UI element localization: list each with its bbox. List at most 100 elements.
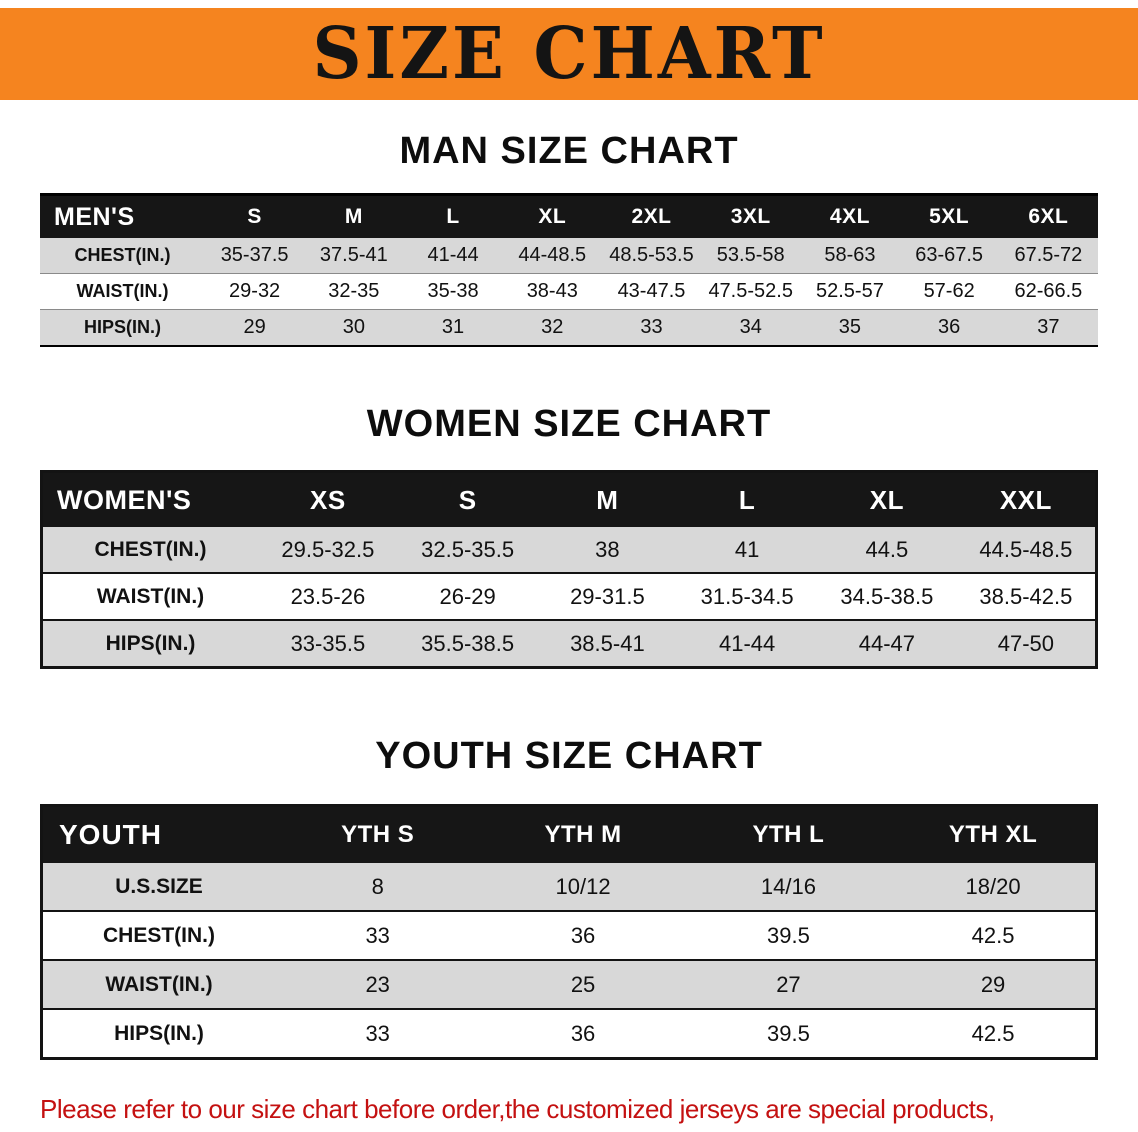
women-size-table: WOMEN'S XS S M L XL XXL CHEST(IN.) 29.5-32.5 32.5… [40, 470, 1098, 669]
table-title-cell: MEN'S [40, 194, 205, 238]
value-cell: 41-44 [403, 238, 503, 274]
women-section-heading: WOMEN SIZE CHART [366, 403, 772, 445]
value-cell: 44-48.5 [502, 238, 602, 274]
column-header: XL [502, 194, 602, 238]
table-row: WAIST(IN.) 23.5-26 26-29 29-31.5 31.5-34.5 34… [41, 573, 1097, 621]
table-row: CHEST(IN.) 29.5-32.5 32.5-35.5 38 41 44.5 44.5… [41, 527, 1097, 574]
table-row: CHEST(IN.) 35-37.5 37.5-41 41-44 44-48.5 48.5… [40, 238, 1098, 274]
value-cell: 37.5-41 [304, 238, 404, 274]
value-cell: 33-35.5 [258, 620, 398, 669]
row-label: WAIST(IN.) [41, 573, 258, 621]
row-label: HIPS(IN.) [41, 1009, 275, 1060]
column-header: S [205, 194, 305, 238]
youth-section-heading: YOUTH SIZE CHART [375, 735, 763, 777]
value-cell: 35.5-38.5 [397, 620, 538, 669]
column-header: M [304, 194, 404, 238]
column-header: 4XL [800, 194, 900, 238]
column-header: XXL [956, 471, 1097, 527]
value-cell: 47-50 [956, 620, 1097, 669]
column-header: 3XL [701, 194, 801, 238]
value-cell: 42.5 [891, 1009, 1097, 1060]
column-header: YTH S [275, 805, 481, 863]
value-cell: 67.5-72 [998, 238, 1098, 274]
footer-line-1: Please refer to our size chart before or… [40, 1094, 995, 1124]
table-row: CHEST(IN.) 33 36 39.5 42.5 [41, 911, 1097, 961]
header-row: WOMEN'S XS S M L XL XXL [41, 471, 1097, 527]
value-cell: 31 [403, 309, 503, 347]
size-chart-banner: SIZE CHART [0, 8, 1138, 100]
value-cell: 36 [899, 309, 999, 347]
value-cell: 29.5-32.5 [258, 527, 398, 574]
column-header: YTH M [480, 805, 686, 863]
value-cell: 25 [480, 960, 686, 1010]
value-cell: 47.5-52.5 [701, 273, 801, 310]
row-label: CHEST(IN.) [41, 911, 275, 961]
table-row: HIPS(IN.) 33 36 39.5 42.5 [41, 1009, 1097, 1060]
column-header: S [397, 471, 538, 527]
value-cell: 23 [275, 960, 481, 1010]
value-cell: 38.5-42.5 [956, 573, 1097, 621]
value-cell: 44.5 [817, 527, 957, 574]
column-header: 6XL [998, 194, 1098, 238]
men-section-heading: MAN SIZE CHART [399, 130, 739, 172]
column-header: 5XL [899, 194, 999, 238]
value-cell: 44.5-48.5 [956, 527, 1097, 574]
table-row: U.S.SIZE 8 10/12 14/16 18/20 [41, 863, 1097, 912]
value-cell: 26-29 [397, 573, 538, 621]
men-size-table: MEN'S S M L XL 2XL 3XL 4XL 5XL 6XL CHEST(IN.) 35-37… [40, 193, 1098, 347]
value-cell: 41-44 [677, 620, 817, 669]
row-label: CHEST(IN.) [40, 238, 205, 274]
value-cell: 42.5 [891, 911, 1097, 961]
row-label: HIPS(IN.) [40, 309, 205, 347]
value-cell: 34.5-38.5 [817, 573, 957, 621]
value-cell: 36 [480, 911, 686, 961]
value-cell: 32.5-35.5 [397, 527, 538, 574]
value-cell: 38-43 [502, 273, 602, 310]
value-cell: 29 [891, 960, 1097, 1010]
value-cell: 32-35 [304, 273, 404, 310]
value-cell: 44-47 [817, 620, 957, 669]
value-cell: 31.5-34.5 [677, 573, 817, 621]
value-cell: 30 [304, 309, 404, 347]
table-row: HIPS(IN.) 29 30 31 32 33 34 35 36 37 [40, 309, 1098, 347]
value-cell: 57-62 [899, 273, 999, 310]
header-row: YOUTH YTH S YTH M YTH L YTH XL [41, 805, 1097, 863]
value-cell: 8 [275, 863, 481, 912]
youth-size-table: YOUTH YTH S YTH M YTH L YTH XL U.S.SIZE 8 10/12… [40, 804, 1098, 1060]
value-cell: 63-67.5 [899, 238, 999, 274]
table-row: WAIST(IN.) 29-32 32-35 35-38 38-43 43-47.5 47.… [40, 273, 1098, 310]
row-label: U.S.SIZE [41, 863, 275, 912]
value-cell: 32 [502, 309, 602, 347]
value-cell: 36 [480, 1009, 686, 1060]
value-cell: 43-47.5 [601, 273, 702, 310]
column-header: XS [258, 471, 398, 527]
column-header: 2XL [601, 194, 702, 238]
value-cell: 14/16 [685, 863, 892, 912]
column-header: L [677, 471, 817, 527]
header-row: MEN'S S M L XL 2XL 3XL 4XL 5XL 6XL [40, 194, 1098, 238]
value-cell: 33 [601, 309, 702, 347]
table-title-cell: WOMEN'S [41, 471, 258, 527]
column-header: YTH XL [891, 805, 1097, 863]
value-cell: 33 [275, 1009, 481, 1060]
footer-note: Please refer to our size chart before or… [40, 1090, 1138, 1132]
column-header: XL [817, 471, 957, 527]
value-cell: 18/20 [891, 863, 1097, 912]
row-label: WAIST(IN.) [41, 960, 275, 1010]
value-cell: 35-38 [403, 273, 503, 310]
value-cell: 48.5-53.5 [601, 238, 702, 274]
value-cell: 33 [275, 911, 481, 961]
value-cell: 35-37.5 [205, 238, 305, 274]
row-label: HIPS(IN.) [41, 620, 258, 669]
value-cell: 41 [677, 527, 817, 574]
value-cell: 38.5-41 [537, 620, 678, 669]
table-row: HIPS(IN.) 33-35.5 35.5-38.5 38.5-41 41-44 44-… [41, 620, 1097, 669]
table-title-cell: YOUTH [41, 805, 275, 863]
value-cell: 10/12 [480, 863, 686, 912]
row-label: CHEST(IN.) [41, 527, 258, 574]
value-cell: 34 [701, 309, 801, 347]
value-cell: 29 [205, 309, 305, 347]
value-cell: 29-31.5 [537, 573, 678, 621]
column-header: M [537, 471, 678, 527]
